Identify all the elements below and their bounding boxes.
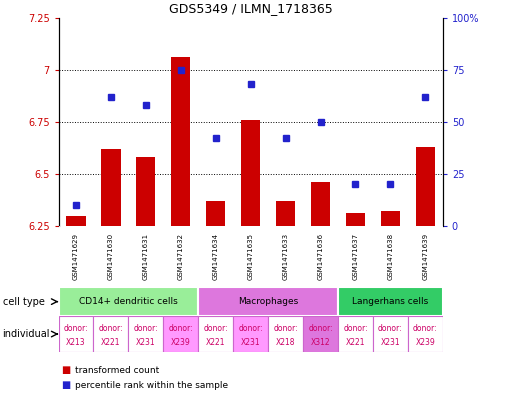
Bar [268,316,303,352]
Text: donor:: donor: [168,324,193,333]
Bar [199,316,233,352]
Bar [66,215,86,226]
Text: GSM1471635: GSM1471635 [248,233,253,280]
Text: cell type: cell type [3,297,44,307]
Text: X239: X239 [171,338,191,347]
Text: CD14+ dendritic cells: CD14+ dendritic cells [79,297,178,306]
Bar [59,316,94,352]
Text: X213: X213 [66,338,86,347]
Bar [233,316,268,352]
Text: ■: ■ [61,365,70,375]
Bar [163,316,199,352]
Text: donor:: donor: [204,324,228,333]
Bar [94,316,128,352]
Bar [171,57,190,226]
Text: Langerhans cells: Langerhans cells [352,297,429,306]
Bar [408,316,443,352]
Text: donor:: donor: [64,324,89,333]
Bar [101,149,121,226]
Text: X218: X218 [276,338,295,347]
Text: donor:: donor: [413,324,438,333]
Text: transformed count: transformed count [75,366,160,375]
Text: donor:: donor: [238,324,263,333]
Bar [59,287,199,316]
Bar [338,287,443,316]
Text: GSM1471639: GSM1471639 [422,233,429,280]
Bar [303,316,338,352]
Bar [276,201,295,226]
Text: Macrophages: Macrophages [238,297,298,306]
Bar [206,201,225,226]
Bar [381,211,400,226]
Bar [136,157,155,226]
Text: X239: X239 [415,338,435,347]
Text: GSM1471638: GSM1471638 [387,233,393,280]
Text: GSM1471632: GSM1471632 [178,233,184,280]
Text: X231: X231 [241,338,261,347]
Bar [346,213,365,226]
Text: GSM1471630: GSM1471630 [108,233,114,280]
Text: percentile rank within the sample: percentile rank within the sample [75,381,229,389]
Text: donor:: donor: [273,324,298,333]
Text: GSM1471633: GSM1471633 [282,233,289,280]
Bar [128,316,163,352]
Text: X221: X221 [346,338,365,347]
Bar [241,120,260,226]
Text: X312: X312 [310,338,330,347]
Text: GSM1471629: GSM1471629 [73,233,79,280]
Text: donor:: donor: [133,324,158,333]
Text: donor:: donor: [308,324,333,333]
Text: GSM1471634: GSM1471634 [213,233,219,280]
Text: X221: X221 [101,338,121,347]
Text: GSM1471631: GSM1471631 [143,233,149,280]
Bar [416,147,435,226]
Text: donor:: donor: [99,324,123,333]
Bar [373,316,408,352]
Text: X221: X221 [206,338,225,347]
Text: X231: X231 [136,338,156,347]
Text: ■: ■ [61,380,70,390]
Bar [338,316,373,352]
Bar [311,182,330,226]
Text: GSM1471637: GSM1471637 [353,233,358,280]
Text: X231: X231 [381,338,400,347]
Text: GSM1471636: GSM1471636 [318,233,324,280]
Text: individual: individual [3,329,50,339]
Text: donor:: donor: [343,324,368,333]
Bar [199,287,338,316]
Title: GDS5349 / ILMN_1718365: GDS5349 / ILMN_1718365 [169,2,332,15]
Text: donor:: donor: [378,324,403,333]
